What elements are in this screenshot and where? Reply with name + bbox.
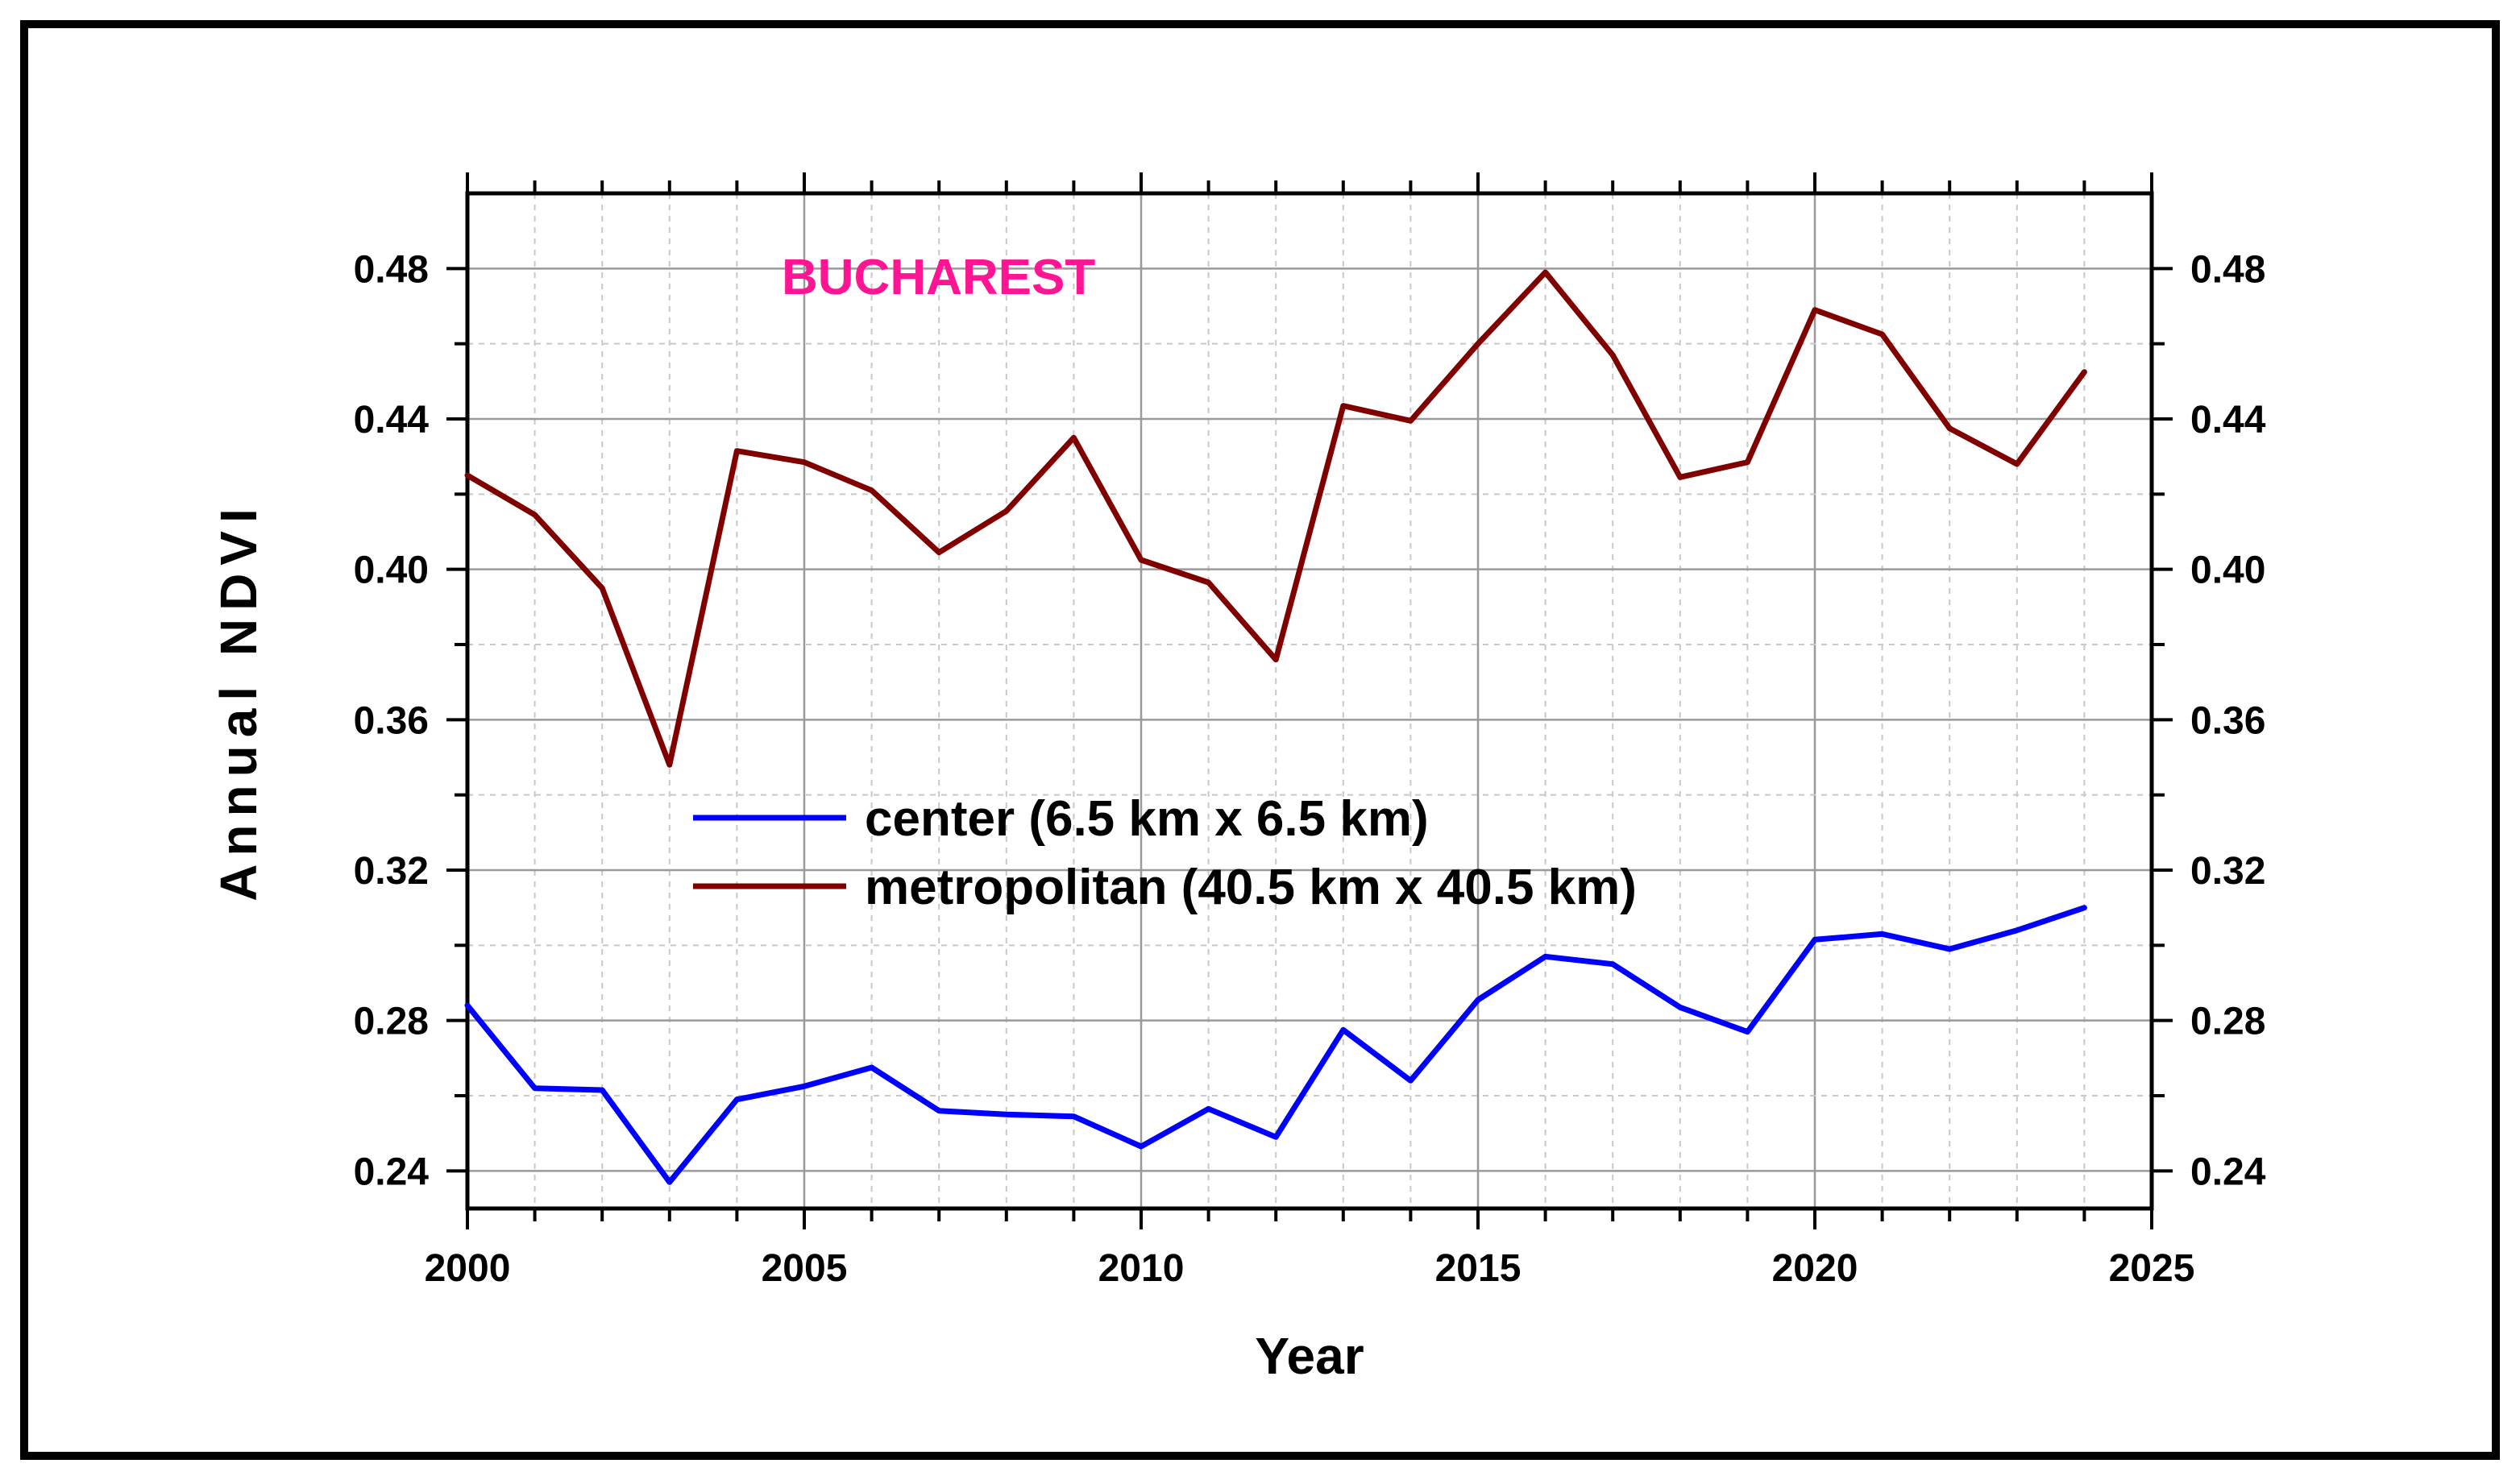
grid — [467, 193, 2152, 1208]
legend-label-metropolitan: metropolitan (40.5 km x 40.5 km) — [865, 860, 1637, 915]
y-tick-label-left: 0.28 — [354, 1001, 429, 1043]
y-tick-label-left: 0.24 — [354, 1150, 430, 1193]
y-axis-right-tick-labels: 0.24 0.28 0.32 0.36 0.40 0.44 0.48 — [2190, 248, 2266, 1193]
plot-area-border — [465, 191, 2154, 1211]
y-tick-label-left: 0.32 — [354, 850, 429, 893]
y-axis-title: Annual NDVI — [210, 500, 268, 902]
y-tick-label-right: 0.40 — [2190, 549, 2265, 592]
series-line-center — [464, 905, 2087, 1185]
y-tick-label-right: 0.36 — [2190, 699, 2265, 742]
y-axis-left-tick-labels: 0.24 0.28 0.32 0.36 0.40 0.44 0.48 — [354, 248, 430, 1193]
y-tick-label-left: 0.44 — [354, 399, 430, 442]
legend: center (6.5 km x 6.5 km) metropolitan (4… — [693, 791, 1637, 915]
series-lines — [464, 269, 2087, 1185]
y-tick-label-right: 0.48 — [2190, 248, 2265, 291]
x-tick-label: 2000 — [425, 1247, 511, 1290]
legend-label-center: center (6.5 km x 6.5 km) — [865, 791, 1429, 847]
y-tick-label-right: 0.28 — [2190, 1001, 2265, 1043]
y-tick-label-right: 0.32 — [2190, 850, 2265, 893]
x-tick-label: 2025 — [2109, 1247, 2195, 1290]
axis-ticks — [446, 172, 2173, 1229]
series-line-metropolitan — [464, 269, 2087, 768]
x-axis-tick-labels: 2000 2005 2010 2015 2020 2025 — [425, 1247, 2195, 1290]
y-tick-label-left: 0.36 — [354, 699, 429, 742]
y-tick-label-left: 0.48 — [354, 248, 429, 291]
x-tick-label: 2010 — [1098, 1247, 1185, 1290]
city-annotation: BUCHAREST — [782, 250, 1095, 305]
x-tick-label: 2005 — [762, 1247, 848, 1290]
y-tick-label-right: 0.44 — [2190, 399, 2266, 442]
y-tick-label-right: 0.24 — [2190, 1150, 2266, 1193]
y-tick-label-left: 0.40 — [354, 549, 429, 592]
x-axis-title: Year — [1255, 1327, 1364, 1385]
x-tick-label: 2020 — [1772, 1247, 1858, 1290]
x-tick-label: 2015 — [1435, 1247, 1522, 1290]
